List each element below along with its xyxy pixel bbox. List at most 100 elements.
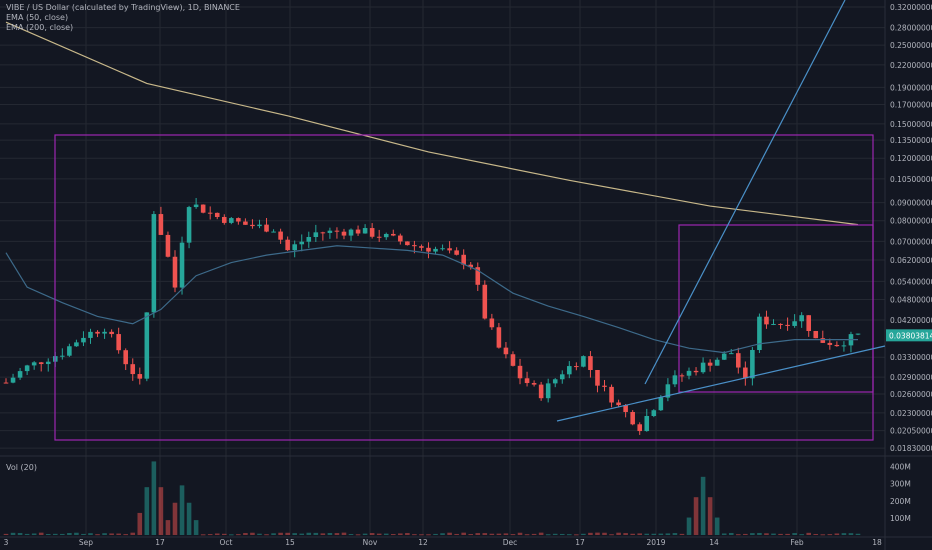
current-price-tag — [886, 329, 932, 342]
price-tick-label: 0.13500000 — [890, 136, 932, 145]
volume-bar — [454, 533, 459, 535]
volume-bar — [686, 517, 692, 535]
volume-bar — [771, 533, 776, 535]
volume-bar — [369, 533, 375, 535]
volume-bar — [644, 533, 650, 535]
price-tick-label: 0.15000000 — [890, 120, 932, 129]
candle-body — [799, 315, 804, 322]
price-tick-label: 0.04200000 — [890, 316, 932, 325]
volume-bar — [376, 533, 382, 535]
candle-body — [165, 234, 171, 257]
volume-bar — [581, 533, 586, 535]
chart-title: VIBE / US Dollar (calculated by TradingV… — [6, 3, 240, 12]
candle-body — [60, 355, 65, 357]
volume-bar — [447, 532, 452, 535]
volume-bar — [503, 533, 509, 535]
volume-bar — [38, 532, 44, 535]
volume-bar — [236, 534, 241, 536]
volume-bar — [74, 532, 79, 535]
volume-bar — [468, 534, 474, 536]
price-tick-label: 0.06200000 — [890, 256, 932, 265]
price-tick-label: 0.17000000 — [890, 101, 932, 110]
volume-bar — [834, 533, 840, 535]
time-tick-label: Nov — [363, 538, 378, 547]
volume-bar — [412, 534, 417, 536]
time-tick-label: Feb — [790, 538, 804, 547]
volume-bar — [813, 534, 819, 536]
candle-body — [221, 216, 227, 223]
candle-body — [595, 369, 600, 386]
candle-body — [454, 250, 459, 255]
volume-bar — [151, 461, 157, 535]
volume-bar — [672, 533, 678, 535]
price-tick-label: 0.05400000 — [890, 277, 932, 286]
candle-body — [510, 354, 516, 366]
volume-bar — [67, 532, 72, 535]
volume-bar — [130, 532, 136, 535]
price-tick-label: 0.03300000 — [890, 353, 932, 362]
candle-body — [278, 231, 283, 240]
candle-body — [637, 424, 643, 432]
volume-bar — [81, 533, 86, 535]
candle-body — [679, 375, 685, 377]
volume-bar — [306, 532, 312, 535]
volume-bar — [461, 532, 466, 535]
volume-bar — [623, 533, 628, 535]
candle-body — [243, 221, 248, 225]
volume-bar — [728, 532, 734, 535]
candle-body — [820, 338, 826, 343]
volume-bar — [792, 533, 797, 535]
volume-bar — [707, 497, 713, 535]
candle-body — [151, 214, 157, 313]
volume-bar — [17, 532, 23, 535]
candle-body — [524, 378, 530, 384]
candle-body — [88, 331, 93, 338]
time-tick-label: 15 — [285, 538, 295, 547]
candle-body — [376, 236, 382, 238]
volume-bar — [496, 533, 502, 535]
candle-body — [552, 379, 558, 384]
candle-body — [665, 384, 671, 398]
time-tick-label: 17 — [575, 538, 585, 547]
candle-body — [412, 245, 417, 247]
volume-bar — [348, 534, 354, 536]
volume-bar — [778, 533, 783, 535]
breakout-trendline — [644, 0, 846, 385]
volume-bar — [53, 533, 58, 535]
volume-bar — [841, 533, 847, 535]
volume-bar — [545, 534, 551, 536]
time-tick-label: Sep — [79, 538, 93, 547]
candle-body — [355, 229, 361, 234]
volume-bar — [531, 533, 537, 535]
volume-bar — [679, 533, 685, 535]
volume-bar — [552, 533, 558, 535]
volume-bar — [750, 533, 755, 535]
candle-body — [559, 374, 565, 380]
volume-pane-label: Vol (20) — [6, 463, 37, 472]
volume-bar — [45, 533, 51, 535]
volume-bar — [158, 487, 164, 535]
volume-tick-label: 300M — [890, 480, 911, 489]
candle-body — [405, 241, 410, 246]
volume-bar — [278, 532, 283, 535]
volume-bar — [31, 533, 37, 535]
candle-body — [130, 364, 136, 375]
volume-bar — [264, 534, 269, 536]
candle-body — [806, 315, 811, 332]
volume-bar — [700, 476, 706, 535]
price-tick-label: 0.25000000 — [890, 41, 932, 50]
price-tick-label: 0.22000000 — [890, 61, 932, 70]
volume-bar — [517, 532, 523, 535]
volume-bar — [440, 533, 445, 535]
candle-body — [341, 231, 347, 236]
candle-body — [609, 386, 614, 403]
price-tick-label: 0.02300000 — [890, 409, 932, 418]
volume-bar — [320, 533, 326, 535]
candle-body — [172, 256, 178, 288]
chart-legend: VIBE / US Dollar (calculated by TradingV… — [6, 3, 240, 33]
candle-body — [545, 383, 551, 399]
volume-bar — [172, 502, 178, 535]
candle-body — [95, 331, 100, 334]
